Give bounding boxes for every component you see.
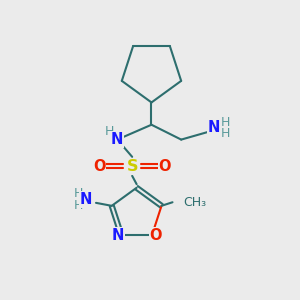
Text: O: O [93, 159, 106, 174]
Text: O: O [149, 228, 162, 243]
Text: H: H [74, 187, 83, 200]
Text: H: H [104, 125, 114, 138]
Text: CH₃: CH₃ [184, 196, 207, 209]
Text: O: O [159, 159, 171, 174]
Text: S: S [126, 159, 138, 174]
Text: N: N [80, 192, 92, 207]
Text: N: N [111, 132, 124, 147]
Text: N: N [112, 228, 124, 243]
Text: H: H [74, 199, 83, 212]
Text: H: H [221, 116, 230, 129]
Text: N: N [208, 120, 220, 135]
Text: H: H [221, 127, 230, 140]
